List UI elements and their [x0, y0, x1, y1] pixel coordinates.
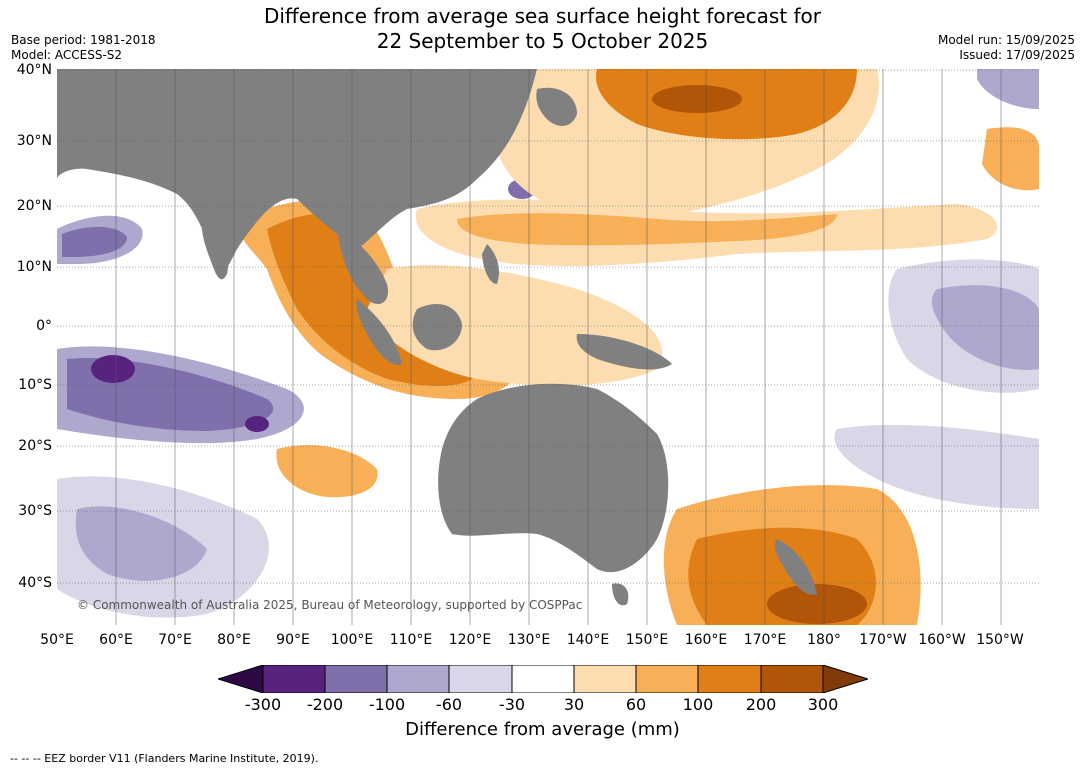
colorbar-bin-7	[635, 665, 699, 693]
lon-label-160e: 160°E	[684, 632, 728, 648]
title-line-1: Difference from average sea surface heig…	[263, 4, 822, 28]
anomaly-neg-south-indian-2	[75, 506, 207, 581]
lon-label-150e: 150°E	[625, 632, 669, 648]
land-borneo	[412, 304, 462, 351]
colorbar-bin-6	[573, 665, 637, 693]
land-korea-japan	[536, 87, 577, 126]
lon-label-100e: 100°E	[330, 632, 374, 648]
anomaly-neg-east-pacific-2	[931, 285, 1039, 370]
colorbar-tick-5: -30	[498, 695, 526, 714]
lat-label-40n: 40°N	[16, 62, 52, 78]
land-asia	[57, 69, 537, 273]
anomaly-pos-south-indian-mid	[276, 445, 378, 498]
lat-label-30n: 30°N	[16, 133, 52, 149]
lon-label-70e: 70°E	[158, 632, 192, 648]
lon-label-140e: 140°E	[566, 632, 610, 648]
base-period: Base period: 1981-2018	[11, 33, 156, 47]
lon-label-120e: 120°E	[448, 632, 492, 648]
anomaly-neg-north-pacific	[977, 69, 1039, 109]
colorbar-bin-1	[262, 665, 326, 693]
lat-label-0: 0°	[36, 318, 52, 334]
lon-label-90e: 90°E	[276, 632, 310, 648]
colorbar-tick-9: 200	[745, 695, 777, 714]
land-philippines	[482, 244, 499, 284]
anomaly-pos-kuroshio-core	[652, 85, 742, 113]
colorbar-bin-5	[511, 665, 575, 693]
anomaly-neg-min-2	[245, 416, 269, 432]
colorbar-extend-high	[822, 665, 868, 693]
colorbar-label: Difference from average (mm)	[405, 719, 680, 740]
lat-label-10s: 10°S	[18, 377, 52, 393]
colorbar-tick-6: 30	[563, 695, 585, 714]
colorbar-bin-9	[760, 665, 824, 693]
lon-label-60e: 60°E	[99, 632, 133, 648]
colorbar-bin-3	[386, 665, 450, 693]
meridians	[115, 69, 1002, 625]
lon-label-170w: 170°W	[859, 632, 907, 648]
colorbar-tick-3: -100	[368, 695, 406, 714]
colorbar-tick-1: -300	[244, 695, 282, 714]
land-indochina	[337, 229, 388, 304]
anomaly-pos-indonesia	[367, 265, 663, 386]
colorbar-tick-2: -200	[306, 695, 344, 714]
colorbar-bin-2	[324, 665, 388, 693]
lat-label-10n: 10°N	[16, 259, 52, 275]
anomaly-neg-min-1	[91, 355, 135, 383]
lon-label-50e: 50°E	[40, 632, 74, 648]
meta-right: Model run: 15/09/2025 Issued: 17/09/2025	[938, 33, 1075, 63]
title-line-2: 22 September to 5 October 2025	[376, 29, 709, 53]
lon-label-180: 180°	[807, 632, 841, 648]
land-india	[201, 199, 229, 280]
colorbar-tick-7: 60	[625, 695, 647, 714]
copyright-notice: © Commonwealth of Australia 2025, Bureau…	[77, 598, 583, 612]
map-canvas	[57, 69, 1039, 625]
colorbar-bin-4	[448, 665, 513, 693]
lat-label-40s: 40°S	[18, 575, 52, 591]
meta-left: Base period: 1981-2018 Model: ACCESS-S2	[11, 33, 156, 63]
lat-label-30s: 30°S	[18, 503, 52, 519]
lat-label-20s: 20°S	[18, 438, 52, 454]
land-new-guinea	[576, 334, 672, 370]
lon-label-130e: 130°E	[507, 632, 551, 648]
land-sumatra	[356, 299, 402, 365]
anomaly-neg-arabian-core	[62, 226, 127, 257]
issued-date: Issued: 17/09/2025	[959, 48, 1075, 62]
lon-label-80e: 80°E	[217, 632, 251, 648]
sea-surface-height-map	[57, 69, 1039, 625]
colorbar-extend-low	[218, 665, 264, 693]
anomaly-pos-far-east	[982, 127, 1039, 191]
eez-footnote: -- -- -- EEZ border V11 (Flanders Marine…	[10, 752, 319, 765]
land-tasmania	[612, 583, 629, 606]
colorbar-tick-4: -60	[435, 695, 463, 714]
colorbar-bin-8	[697, 665, 762, 693]
lon-label-170e: 170°E	[743, 632, 787, 648]
colorbar-tick-8: 100	[682, 695, 714, 714]
colorbar-tick-10: 300	[807, 695, 839, 714]
model-run: Model run: 15/09/2025	[937, 33, 1075, 47]
map-title: Difference from average sea surface heig…	[0, 4, 1085, 54]
land-new-zealand	[774, 539, 817, 595]
lon-label-110e: 110°E	[389, 632, 433, 648]
lat-label-20n: 20°N	[16, 198, 52, 214]
colorbar	[218, 665, 868, 693]
model-name: Model: ACCESS-S2	[11, 48, 123, 62]
land-australia	[438, 383, 669, 573]
lon-label-160w: 160°W	[918, 632, 966, 648]
anomaly-pos-tasman-core	[767, 584, 867, 624]
lon-label-150w: 150°W	[976, 632, 1024, 648]
